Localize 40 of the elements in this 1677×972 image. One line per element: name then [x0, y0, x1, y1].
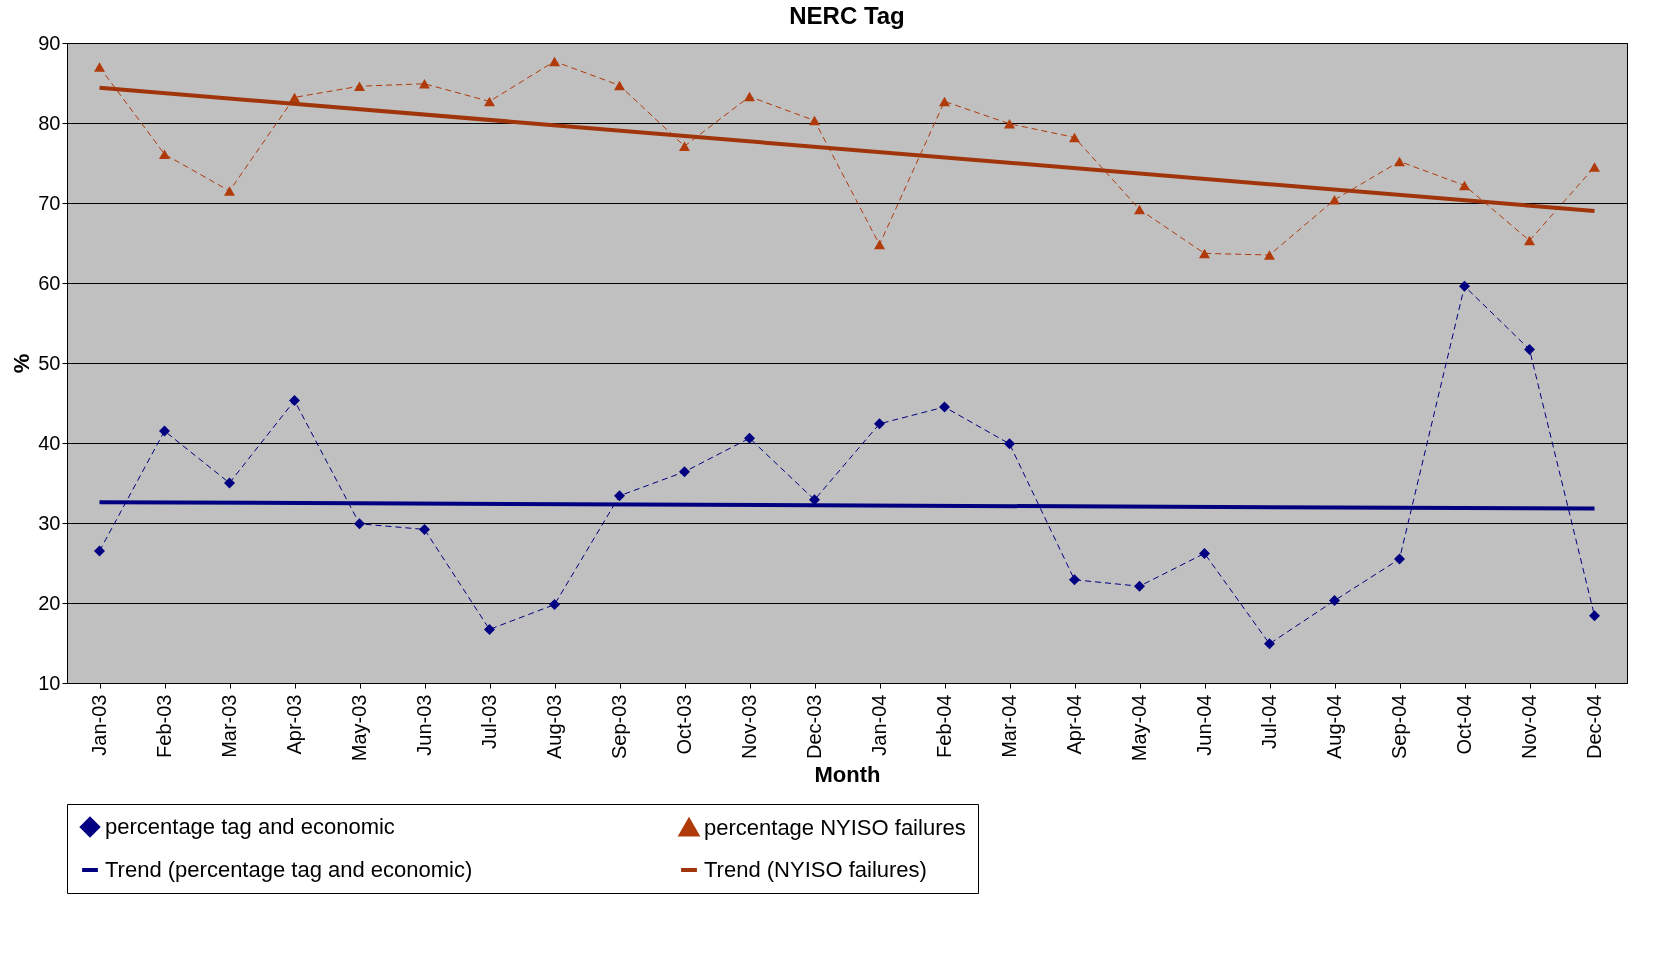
x-tick-label: Oct-03	[673, 694, 695, 755]
x-tick-label: Jan-03	[88, 694, 110, 756]
x-tick-label: Dec-04	[1583, 694, 1605, 759]
y-tick-label: 50	[38, 351, 61, 374]
legend-label: percentage tag and economic	[105, 814, 395, 840]
x-tick-label: May-04	[1128, 694, 1150, 762]
x-tick-label: Dec-03	[803, 694, 825, 759]
x-tick-label: Jul-03	[478, 694, 500, 749]
x-tick-label: Sep-03	[608, 694, 630, 759]
x-tick-label: Feb-04	[933, 694, 955, 758]
legend-label: Trend (percentage tag and economic)	[105, 857, 473, 882]
x-tick-label: Apr-04	[1063, 694, 1085, 755]
x-tick-label: Jul-04	[1258, 694, 1280, 749]
x-axis-title: Month	[814, 762, 881, 788]
x-tick-label: Aug-03	[543, 694, 565, 759]
x-tick-label: Mar-04	[998, 694, 1020, 758]
x-tick-label: Nov-03	[738, 694, 760, 759]
y-tick-label: 40	[38, 431, 61, 454]
x-tick-label: Aug-04	[1323, 694, 1345, 759]
chart-title: NERC Tag	[789, 2, 905, 29]
x-tick-label: Sep-04	[1388, 694, 1410, 759]
y-tick-label: 10	[38, 671, 61, 694]
x-tick-label: Jun-03	[413, 694, 435, 756]
x-tick-label: Oct-04	[1453, 694, 1475, 755]
x-tick-label: Jun-04	[1193, 694, 1215, 756]
y-tick-label: 30	[38, 511, 61, 534]
y-tick-label: 80	[38, 111, 61, 134]
legend-label: percentage NYISO failures	[704, 814, 966, 840]
x-tick-label: Nov-04	[1518, 694, 1540, 759]
x-tick-label: Jan-04	[868, 694, 890, 756]
legend-label: Trend (NYISO failures)	[704, 857, 927, 882]
y-tick-label: 20	[38, 591, 61, 614]
y-tick-label: 70	[38, 191, 61, 214]
y-axis-title: %	[9, 353, 35, 374]
x-tick-label: May-03	[348, 694, 370, 762]
y-tick-label: 90	[38, 31, 61, 54]
x-tick-label: Mar-03	[218, 694, 240, 758]
x-tick-label: Apr-03	[283, 694, 305, 755]
x-tick-label: Feb-03	[153, 694, 175, 758]
y-tick-label: 60	[38, 271, 61, 294]
